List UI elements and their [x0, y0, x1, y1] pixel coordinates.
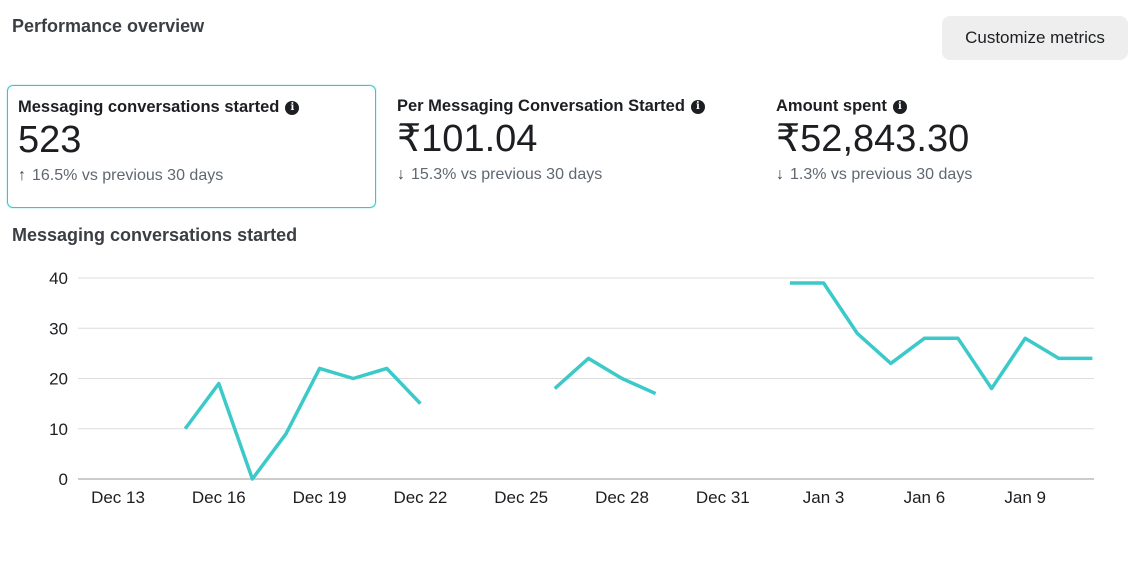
- data-point[interactable]: [347, 373, 359, 385]
- y-tick-label: 20: [49, 370, 68, 389]
- data-point[interactable]: [918, 332, 930, 344]
- metric-value: ₹101.04: [397, 118, 538, 160]
- data-point[interactable]: [885, 357, 897, 369]
- y-tick-label: 40: [49, 269, 68, 288]
- data-point[interactable]: [381, 362, 393, 374]
- y-tick-label: 0: [59, 470, 68, 489]
- chart-title: Messaging conversations started: [12, 225, 298, 245]
- series-line: [790, 281, 1093, 391]
- page-title: Performance overview: [12, 16, 205, 36]
- data-point[interactable]: [1086, 352, 1098, 364]
- metric-card-conversations[interactable]: Messaging conversations started i 523 ↑ …: [7, 85, 376, 208]
- metric-value: 523: [18, 119, 82, 161]
- data-point[interactable]: [650, 388, 662, 400]
- data-point[interactable]: [213, 378, 225, 390]
- x-tick-label: Jan 9: [1004, 488, 1046, 507]
- data-point[interactable]: [179, 423, 191, 435]
- data-point[interactable]: [280, 428, 292, 440]
- data-point[interactable]: [616, 373, 628, 385]
- metric-label: Amount spent: [776, 97, 887, 115]
- data-point[interactable]: [112, 332, 124, 344]
- info-icon[interactable]: i: [892, 99, 907, 114]
- x-tick-label: Jan 6: [904, 488, 946, 507]
- metric-card-amount-spent[interactable]: Amount spent i ₹52,843.30 ↓ 1.3% vs prev…: [766, 85, 1136, 208]
- data-point[interactable]: [1019, 332, 1031, 344]
- data-point[interactable]: [246, 473, 258, 485]
- metric-value: ₹52,843.30: [776, 118, 970, 160]
- series-line: [183, 366, 422, 481]
- data-point[interactable]: [851, 327, 863, 339]
- x-tick-label: Dec 13: [91, 488, 145, 507]
- x-tick-label: Jan 3: [803, 488, 845, 507]
- data-point[interactable]: [986, 383, 998, 395]
- series-line: [553, 356, 657, 396]
- data-point[interactable]: [314, 362, 326, 374]
- x-tick-label: Dec 16: [192, 488, 246, 507]
- arrow-down-icon: ↓: [776, 165, 784, 183]
- y-tick-label: 10: [49, 420, 68, 439]
- x-tick-label: Dec 25: [494, 488, 548, 507]
- metric-label: Per Messaging Conversation Started: [397, 97, 685, 115]
- customize-metrics-button[interactable]: Customize metrics: [942, 16, 1128, 60]
- data-point[interactable]: [549, 383, 561, 395]
- x-tick-label: Dec 22: [393, 488, 447, 507]
- arrow-up-icon: ↑: [18, 166, 26, 184]
- y-tick-label: 30: [49, 319, 68, 338]
- data-point[interactable]: [582, 352, 594, 364]
- data-point[interactable]: [784, 277, 796, 289]
- arrow-down-icon: ↓: [397, 165, 405, 183]
- data-point[interactable]: [1053, 352, 1065, 364]
- metric-delta: 15.3% vs previous 30 days: [411, 165, 603, 183]
- metric-label: Messaging conversations started: [18, 98, 280, 116]
- info-icon[interactable]: i: [690, 99, 705, 114]
- metric-delta: 1.3% vs previous 30 days: [790, 165, 973, 183]
- data-point[interactable]: [818, 277, 830, 289]
- x-tick-label: Dec 19: [293, 488, 347, 507]
- data-point[interactable]: [952, 332, 964, 344]
- x-tick-label: Dec 31: [696, 488, 750, 507]
- x-tick-label: Dec 28: [595, 488, 649, 507]
- data-point[interactable]: [414, 398, 426, 410]
- metric-card-cost-per-conversation[interactable]: Per Messaging Conversation Started i ₹10…: [387, 85, 757, 208]
- info-icon[interactable]: i: [285, 100, 300, 115]
- metric-delta: 16.5% vs previous 30 days: [32, 166, 224, 184]
